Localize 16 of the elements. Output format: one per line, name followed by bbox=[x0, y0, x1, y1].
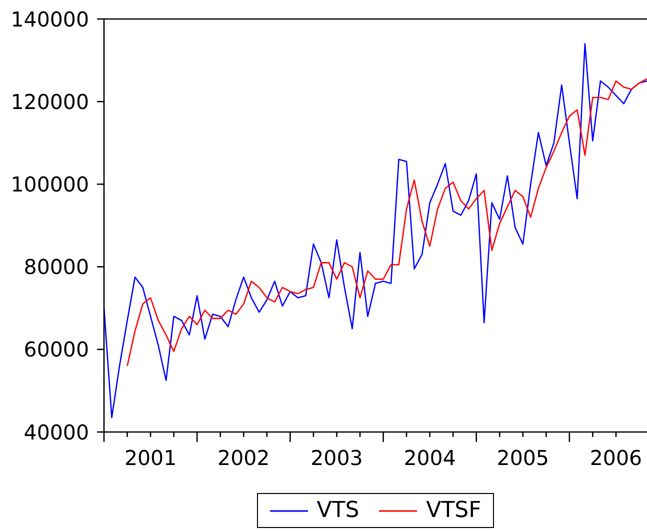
y-tick-label: 60000 bbox=[24, 338, 89, 362]
legend-label: VTSF bbox=[426, 498, 482, 523]
legend-label: VTS bbox=[316, 498, 360, 523]
line-series bbox=[104, 43, 647, 418]
x-tick-label: 2006 bbox=[590, 446, 642, 470]
x-tick-label: 2003 bbox=[310, 446, 363, 470]
y-tick-label: 80000 bbox=[24, 255, 89, 280]
y-tick-label: 120000 bbox=[10, 90, 89, 114]
x-tick-label: 2005 bbox=[496, 446, 549, 470]
line-series bbox=[126, 78, 647, 367]
x-tick-label: 2001 bbox=[124, 446, 177, 470]
y-tick-label: 100000 bbox=[10, 172, 89, 196]
x-tick-label: 2002 bbox=[218, 446, 270, 470]
y-tick-label: 40000 bbox=[24, 420, 89, 444]
x-tick-label: 2004 bbox=[404, 446, 456, 470]
y-tick-label: 140000 bbox=[10, 7, 89, 32]
